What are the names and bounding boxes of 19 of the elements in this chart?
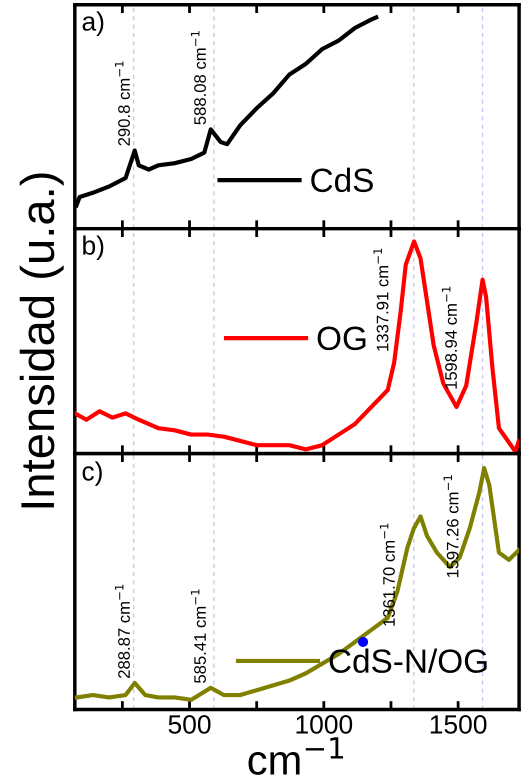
x-tick-label: 500	[168, 715, 211, 734]
annotation: 1598.94 cm$^{−1}$	[442, 286, 457, 389]
legend-label: OG	[318, 326, 366, 350]
legend-label: CdS-N/OG	[330, 648, 487, 673]
annotation: 585.41 cm$^{−1}$	[190, 590, 206, 683]
annotation: b)	[83, 235, 104, 260]
legend-label: CdS	[311, 168, 373, 192]
y-axis-title: Intensidad (u.a.)	[20, 173, 64, 508]
annotation: 290.8 cm$^{−1}$	[114, 62, 130, 146]
annotation: 1337.91 cm$^{−1}$	[373, 248, 388, 351]
annotation: 1597.26 cm$^{−1}$	[443, 475, 459, 578]
annotation: 1361.70 cm$^{−1}$	[380, 524, 395, 626]
annotation: a)	[82, 11, 104, 36]
x-tick-label: 1000	[296, 715, 352, 734]
annotation: c)	[82, 461, 102, 486]
x-axis-title: cm$^{−1}$	[248, 737, 343, 775]
x-tick-label: 1500	[430, 715, 486, 734]
annotation: 288.87 cm$^{−1}$	[114, 584, 130, 678]
annotation: 588.08 cm$^{−1}$	[190, 31, 206, 125]
